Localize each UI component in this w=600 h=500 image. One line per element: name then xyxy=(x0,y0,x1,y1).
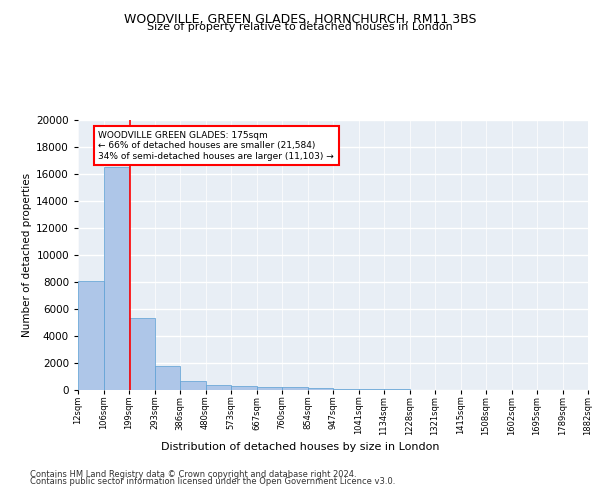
Bar xyxy=(282,388,308,390)
Bar xyxy=(129,318,155,390)
Bar xyxy=(78,280,104,390)
Text: Distribution of detached houses by size in London: Distribution of detached houses by size … xyxy=(161,442,439,452)
Bar xyxy=(205,384,231,390)
Text: Contains public sector information licensed under the Open Government Licence v3: Contains public sector information licen… xyxy=(30,478,395,486)
Text: Size of property relative to detached houses in London: Size of property relative to detached ho… xyxy=(147,22,453,32)
Text: WOODVILLE, GREEN GLADES, HORNCHURCH, RM11 3BS: WOODVILLE, GREEN GLADES, HORNCHURCH, RM1… xyxy=(124,12,476,26)
Y-axis label: Number of detached properties: Number of detached properties xyxy=(22,173,32,337)
Bar xyxy=(155,366,180,390)
Text: Contains HM Land Registry data © Crown copyright and database right 2024.: Contains HM Land Registry data © Crown c… xyxy=(30,470,356,479)
Bar xyxy=(333,389,359,390)
Bar xyxy=(104,167,129,390)
Bar xyxy=(257,386,282,390)
Bar xyxy=(231,386,257,390)
Bar xyxy=(359,389,384,390)
Text: WOODVILLE GREEN GLADES: 175sqm
← 66% of detached houses are smaller (21,584)
34%: WOODVILLE GREEN GLADES: 175sqm ← 66% of … xyxy=(98,131,334,160)
Bar xyxy=(308,388,333,390)
Bar xyxy=(180,380,205,390)
